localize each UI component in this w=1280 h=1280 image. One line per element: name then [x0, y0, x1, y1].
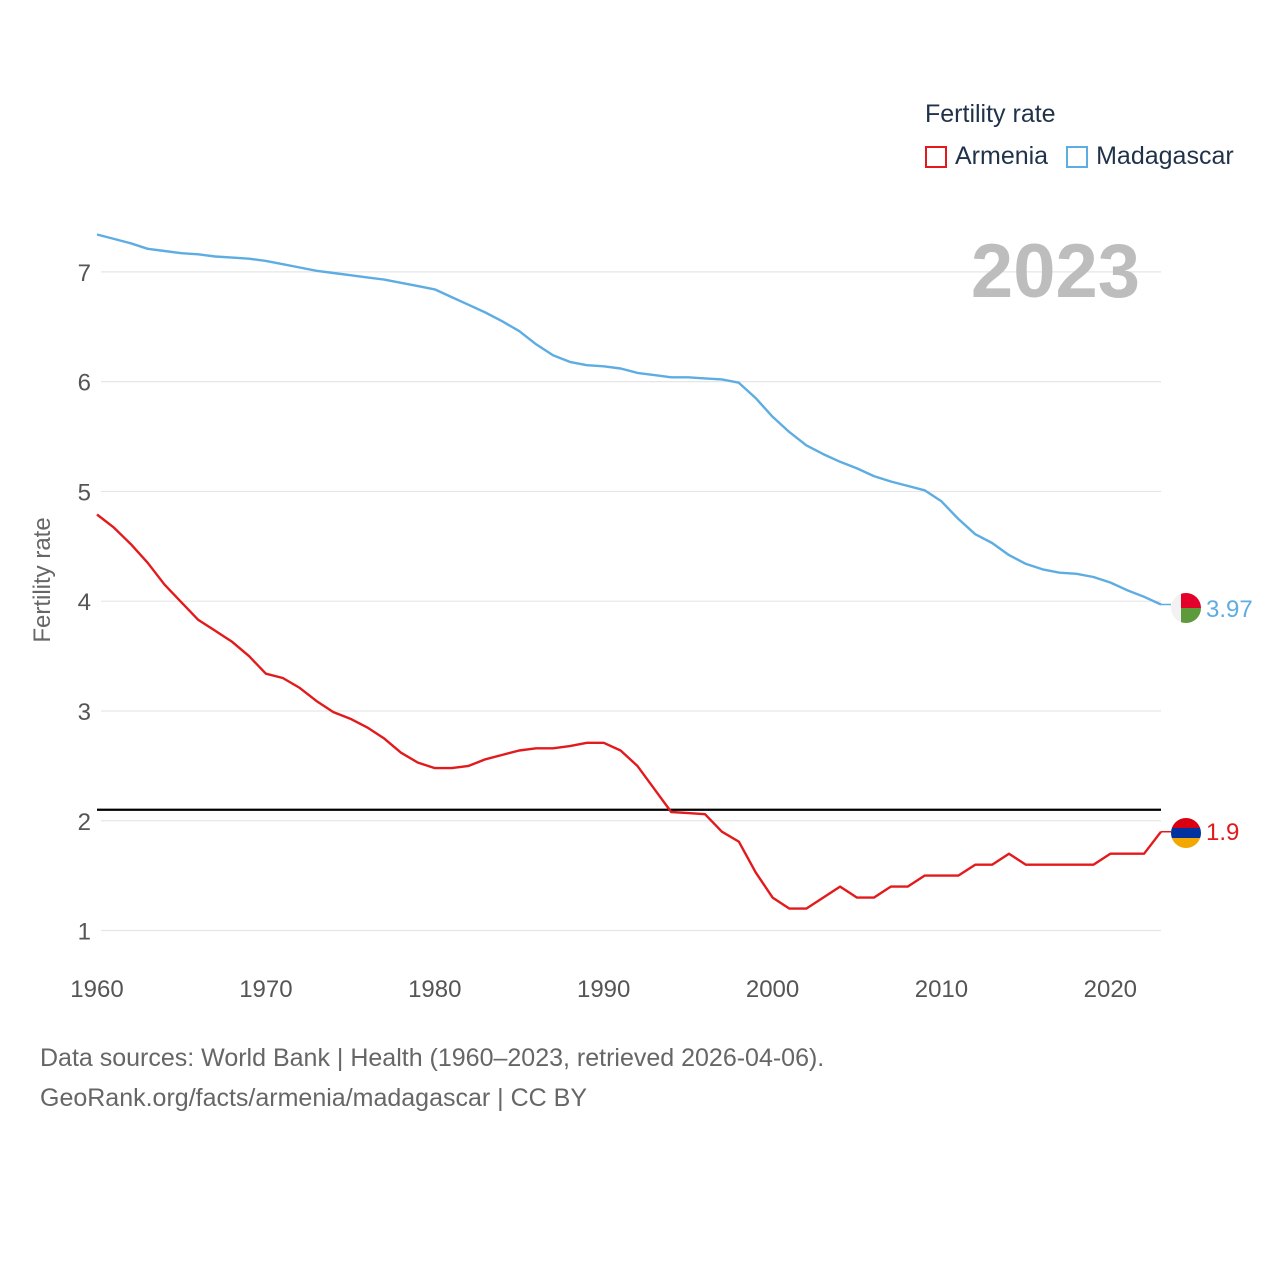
y-axis-label: Fertility rate [29, 517, 56, 642]
y-axis-ticks: 1 2 3 4 5 6 7 [78, 260, 91, 946]
legend-label-armenia: Armenia [955, 142, 1049, 170]
legend-swatch-madagascar [1066, 145, 1089, 168]
x-axis-ticks: 1960 1970 1980 1990 2000 2010 2020 [70, 976, 1137, 1003]
legend-swatch-armenia [925, 145, 947, 168]
y-tick-label: 2 [78, 809, 91, 836]
attribution-link[interactable]: GeoRank.org/facts/armenia/madagascar | C… [40, 1084, 588, 1112]
year-label: 2023 [970, 229, 1140, 314]
x-tick-label: 2010 [915, 976, 968, 1003]
y-tick-label: 3 [78, 699, 91, 726]
y-tick-label: 1 [78, 919, 91, 946]
armenia-end-label: 1.9 [1206, 819, 1239, 846]
x-tick-label: 2020 [1084, 976, 1137, 1003]
y-tick-label: 4 [78, 589, 91, 616]
x-tick-label: 2000 [746, 976, 799, 1003]
legend-item-madagascar[interactable]: Madagascar [1066, 142, 1234, 171]
armenia-flag-icon [1171, 818, 1201, 848]
y-tick-label: 5 [78, 479, 91, 506]
x-tick-label: 1990 [577, 976, 630, 1003]
x-tick-label: 1970 [239, 976, 292, 1003]
series-lines [96, 233, 1171, 910]
madagascar-end-label: 3.97 [1206, 596, 1253, 623]
legend-label-madagascar: Madagascar [1096, 142, 1234, 170]
x-tick-label: 1960 [70, 976, 123, 1003]
series-line-armenia [96, 513, 1162, 910]
madagascar-flag-icon [1171, 593, 1201, 623]
y-tick-label: 7 [78, 260, 91, 287]
legend-title: Fertility rate [925, 100, 1056, 128]
series-line-madagascar [96, 233, 1162, 606]
y-tick-label: 6 [78, 370, 91, 397]
data-source-note: Data sources: World Bank | Health (1960–… [40, 1044, 825, 1072]
x-tick-label: 1980 [408, 976, 461, 1003]
legend: Armenia Madagascar [925, 142, 1252, 171]
grid-lines [101, 271, 1161, 932]
legend-item-armenia[interactable]: Armenia [925, 142, 1048, 171]
